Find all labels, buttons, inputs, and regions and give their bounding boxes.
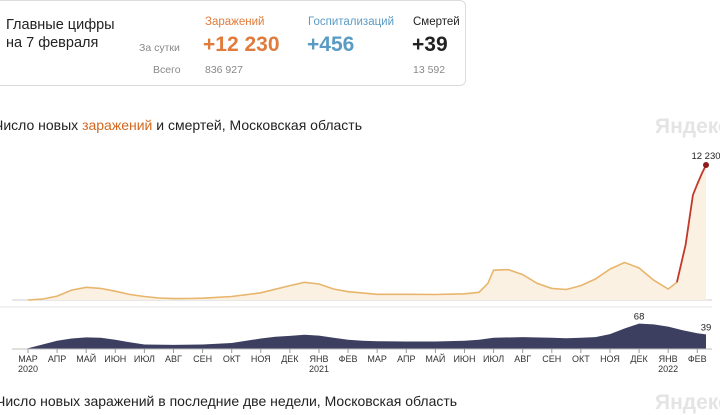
deaths-value-label: 68: [634, 312, 645, 323]
x-tick-label: НОЯ: [600, 354, 620, 364]
x-tick-label: МАР: [367, 354, 387, 364]
summary-title-line2: на 7 февраля: [6, 35, 99, 51]
cases-peak-marker: [703, 161, 709, 168]
x-tick-label: ДЕК: [281, 354, 299, 364]
x-tick-label: МАЙ: [425, 353, 445, 364]
deaths-column-label: Смертей: [413, 16, 460, 28]
x-tick-label: ЯНВ: [659, 354, 678, 364]
x-tick-label: ОКТ: [223, 354, 241, 364]
x-tick-label: АВГ: [514, 354, 531, 364]
next-chart-heading: Число новых заражений в последние две не…: [0, 393, 458, 409]
heading-deaths-word: смертей: [167, 117, 222, 133]
x-tick-label: ЯНВ: [309, 354, 328, 364]
x-tick-label: ДЕК: [630, 354, 648, 364]
deaths-day-value: +39: [412, 33, 448, 56]
heading-suffix: , Московская область: [221, 117, 363, 133]
summary-card: Главные цифры на 7 февраля За сутки Всег…: [0, 0, 466, 86]
cases-peak-label: 12 230: [691, 151, 720, 162]
row-label-total: Всего: [153, 64, 181, 76]
x-tick-label: МАР: [18, 354, 38, 364]
cases-column-label: Заражений: [205, 16, 265, 28]
x-tick-label: СЕН: [193, 354, 212, 364]
chart-heading: Число новых заражений и смертей, Московс…: [0, 117, 362, 133]
x-tick-label: АПР: [48, 354, 66, 364]
cases-total-value: 836 927: [205, 64, 243, 76]
x-tick-label: НОЯ: [251, 354, 271, 364]
x-tick-label: АВГ: [165, 354, 182, 364]
x-tick-label: ФЕВ: [688, 354, 707, 364]
heading-prefix: Число новых: [0, 117, 83, 133]
cases-deaths-chart: 12 230 68 39 МАР АПР МАЙ ИЮН ИЮЛ АВГ СЕН ОКТ НОЯ ДЕК…: [0, 151, 720, 374]
heading-cases-word: заражений: [82, 117, 153, 133]
x-tick-label: ИЮН: [104, 354, 126, 364]
x-tick-label: ОКТ: [572, 354, 590, 364]
cases-line: [27, 261, 678, 301]
yandex-watermark-footer: Яндекс: [655, 391, 720, 414]
deaths-value-label: 39: [701, 322, 712, 333]
x-tick-label: ИЮН: [453, 354, 475, 364]
yandex-watermark: Яндекс: [655, 115, 720, 138]
summary-title-line1: Главные цифры: [6, 17, 115, 33]
x-year-label: 2022: [658, 364, 678, 374]
cases-day-value: +12 230: [203, 33, 280, 56]
x-tick-label: ФЕВ: [339, 354, 358, 364]
x-tick-label: СЕН: [542, 354, 561, 364]
cases-area: [28, 165, 706, 300]
x-tick-label: МАЙ: [76, 353, 96, 364]
x-tick-label: ИЮЛ: [134, 354, 155, 364]
x-year-label: 2021: [309, 364, 329, 374]
summary-title: Главные цифры на 7 февраля: [6, 16, 115, 52]
hosp-day-value: +456: [307, 33, 355, 56]
heading-middle: и: [152, 117, 168, 133]
x-tick-label: АПР: [397, 354, 415, 364]
deaths-area: [28, 323, 706, 349]
deaths-total-value: 13 592: [413, 64, 446, 76]
cases-peak-line: [676, 164, 707, 283]
hosp-column-label: Госпитализаций: [308, 16, 395, 28]
x-tick-label: ИЮЛ: [483, 354, 504, 364]
x-year-label: 2020: [18, 364, 38, 374]
row-label-day: За сутки: [139, 42, 180, 54]
